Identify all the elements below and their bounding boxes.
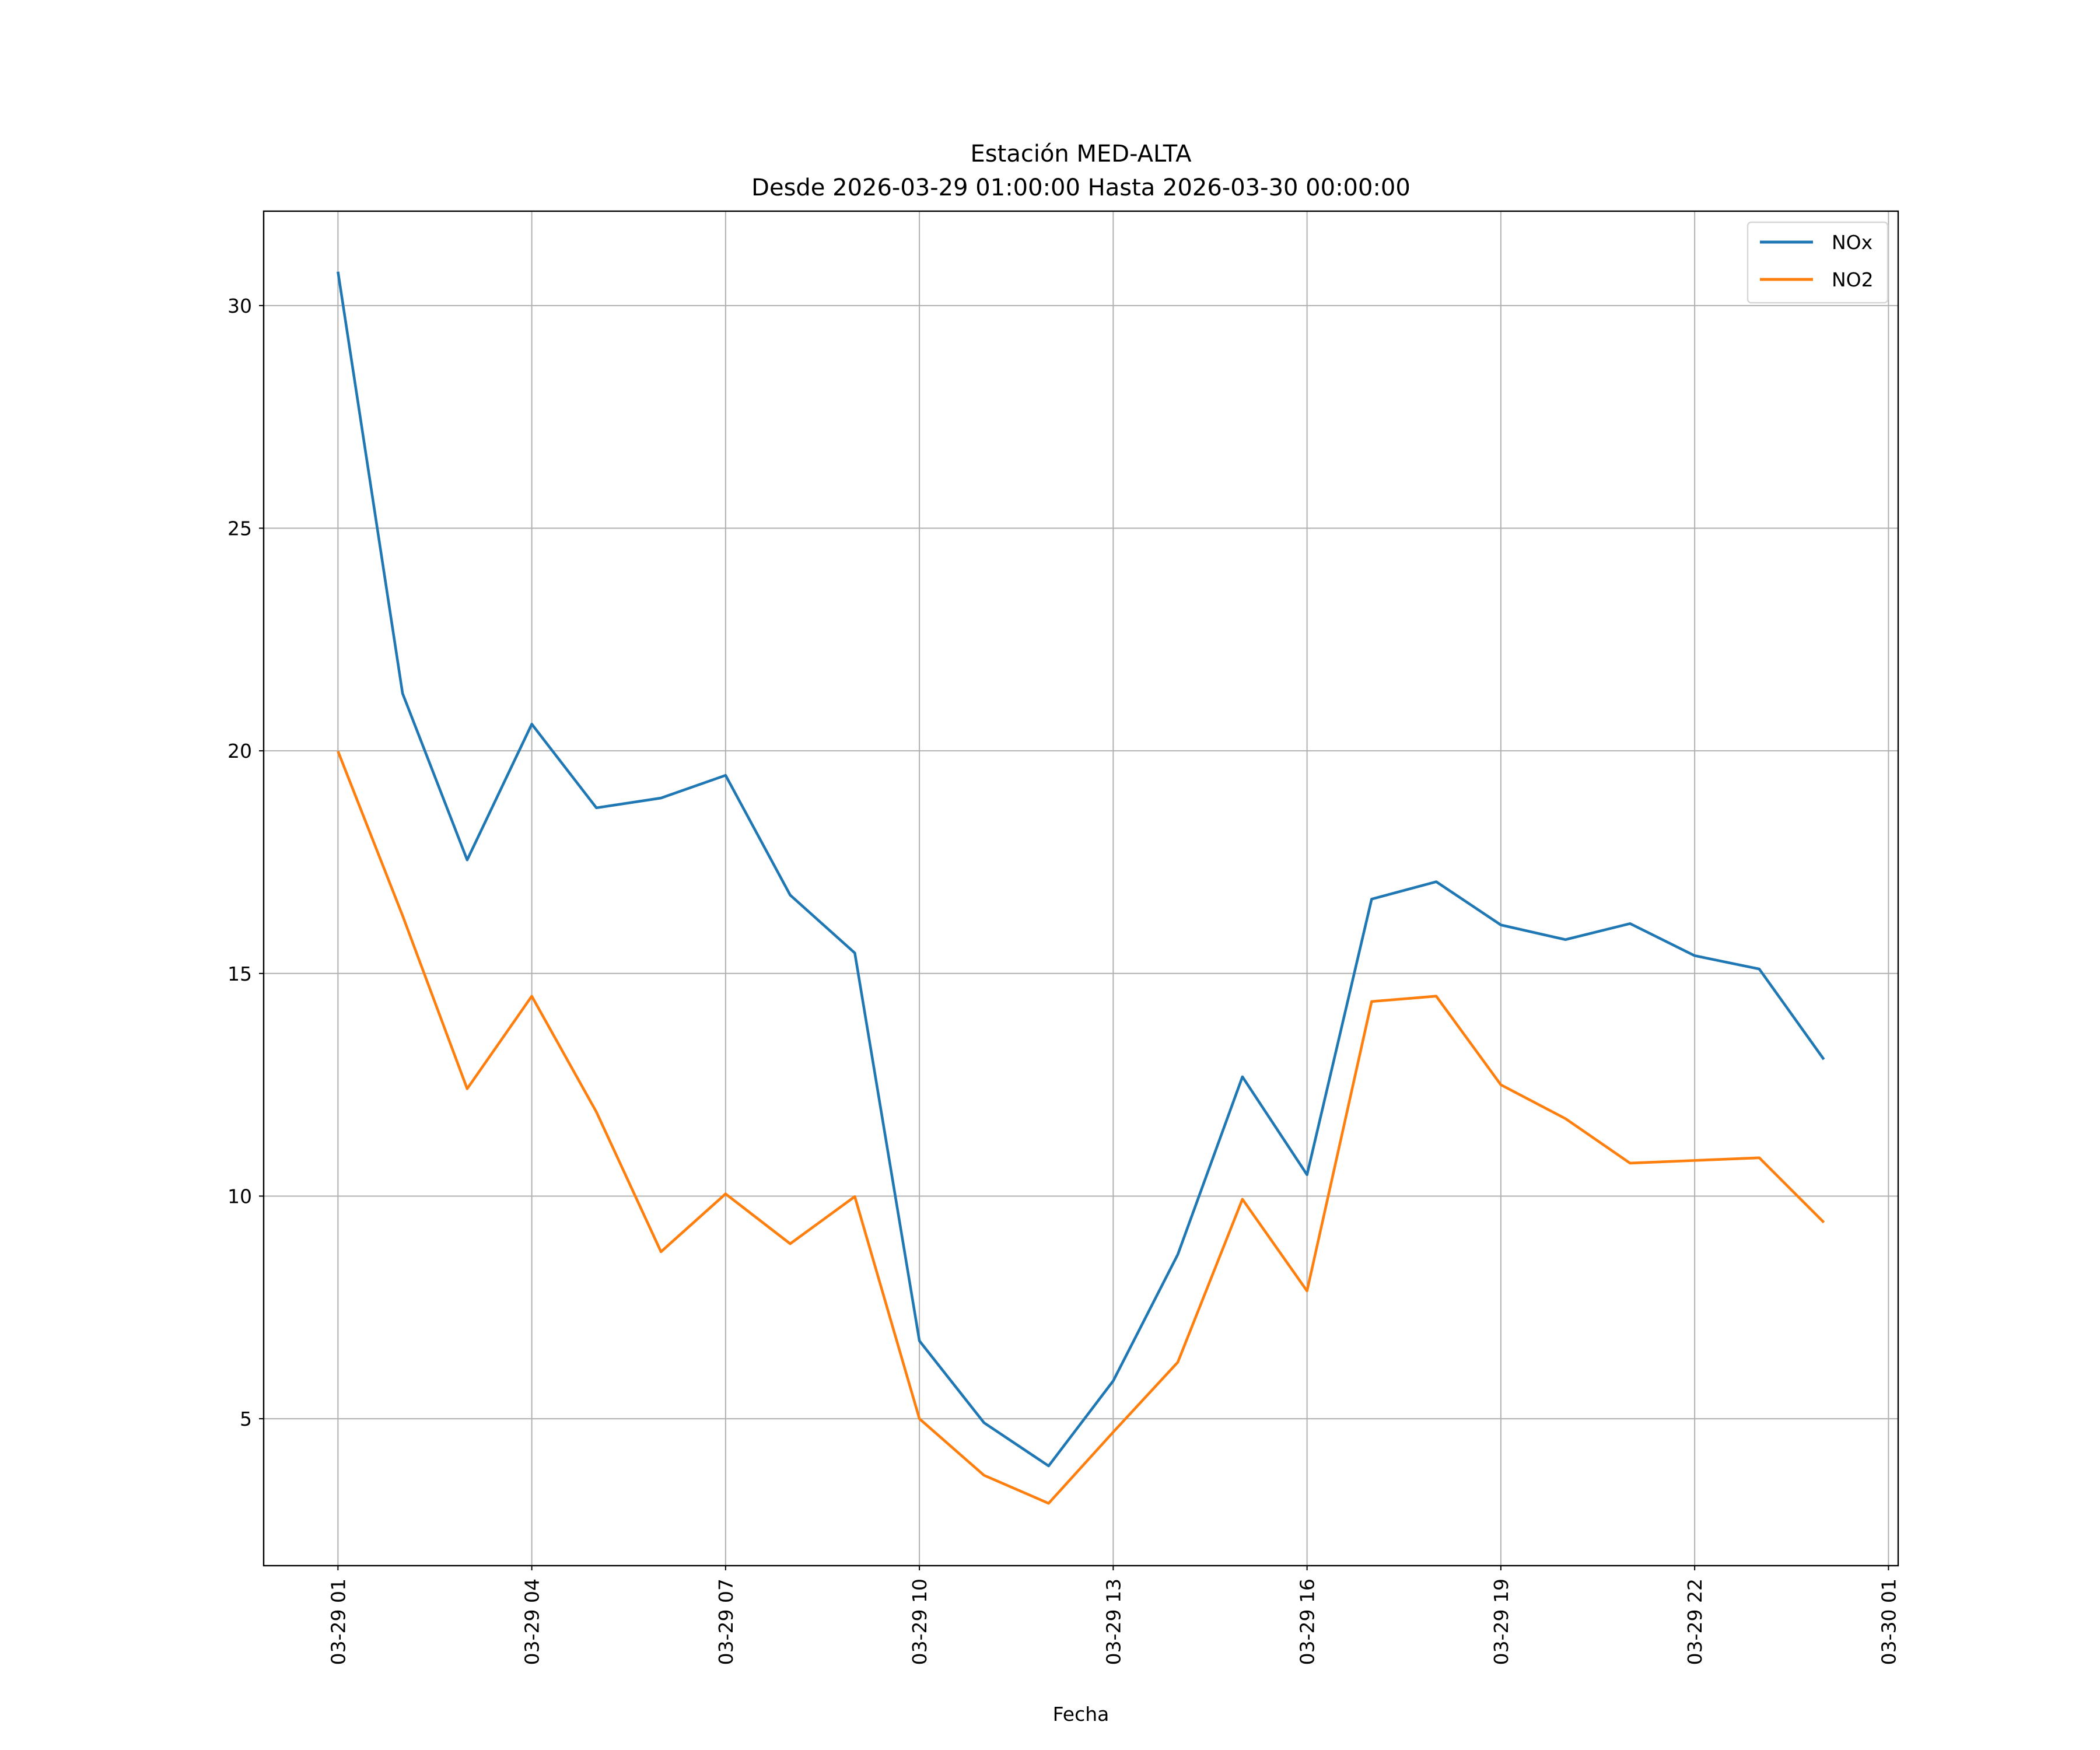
y-tick-label: 30 (228, 295, 252, 317)
y-tick-label: 15 (228, 963, 252, 985)
y-tick-label: 25 (228, 517, 252, 540)
x-tick-label: 03-29 10 (908, 1578, 931, 1665)
ticks: 03-29 01 03-29 04 03-29 07 03-29 10 03-29 13… (228, 295, 1900, 1665)
x-tick-label: 03-30 01 (1877, 1578, 1900, 1665)
series-lines (337, 271, 1825, 1505)
x-tick-label: 03-29 04 (521, 1578, 544, 1665)
x-tick-label: 03-29 16 (1296, 1578, 1319, 1665)
x-tick-label: 03-29 19 (1490, 1578, 1513, 1665)
grid (264, 211, 1898, 1566)
y-tick-label: 20 (228, 740, 252, 762)
chart-title: Estación MED-ALTA (971, 141, 1192, 167)
x-tick-label: 03-29 13 (1102, 1578, 1125, 1665)
x-tick-label: 03-29 01 (327, 1578, 349, 1665)
legend: NOx NO2 (1746, 221, 1889, 304)
legend-no2-label: NO2 (1832, 268, 1874, 291)
chart-subtitle: Desde 2026-03-29 01:00:00 Hasta 2026-03-… (751, 174, 1410, 201)
x-axis-label: Fecha (1053, 1703, 1110, 1726)
series-line-no2 (337, 751, 1825, 1505)
series-line-nox (337, 271, 1825, 1468)
y-tick-label: 10 (228, 1185, 252, 1208)
x-tick-label: 03-29 22 (1684, 1578, 1706, 1665)
axes-frame (262, 210, 1899, 1567)
legend-nox-label: NOx (1832, 231, 1873, 254)
y-tick-label: 5 (240, 1408, 252, 1430)
x-tick-label: 03-29 07 (715, 1578, 737, 1665)
